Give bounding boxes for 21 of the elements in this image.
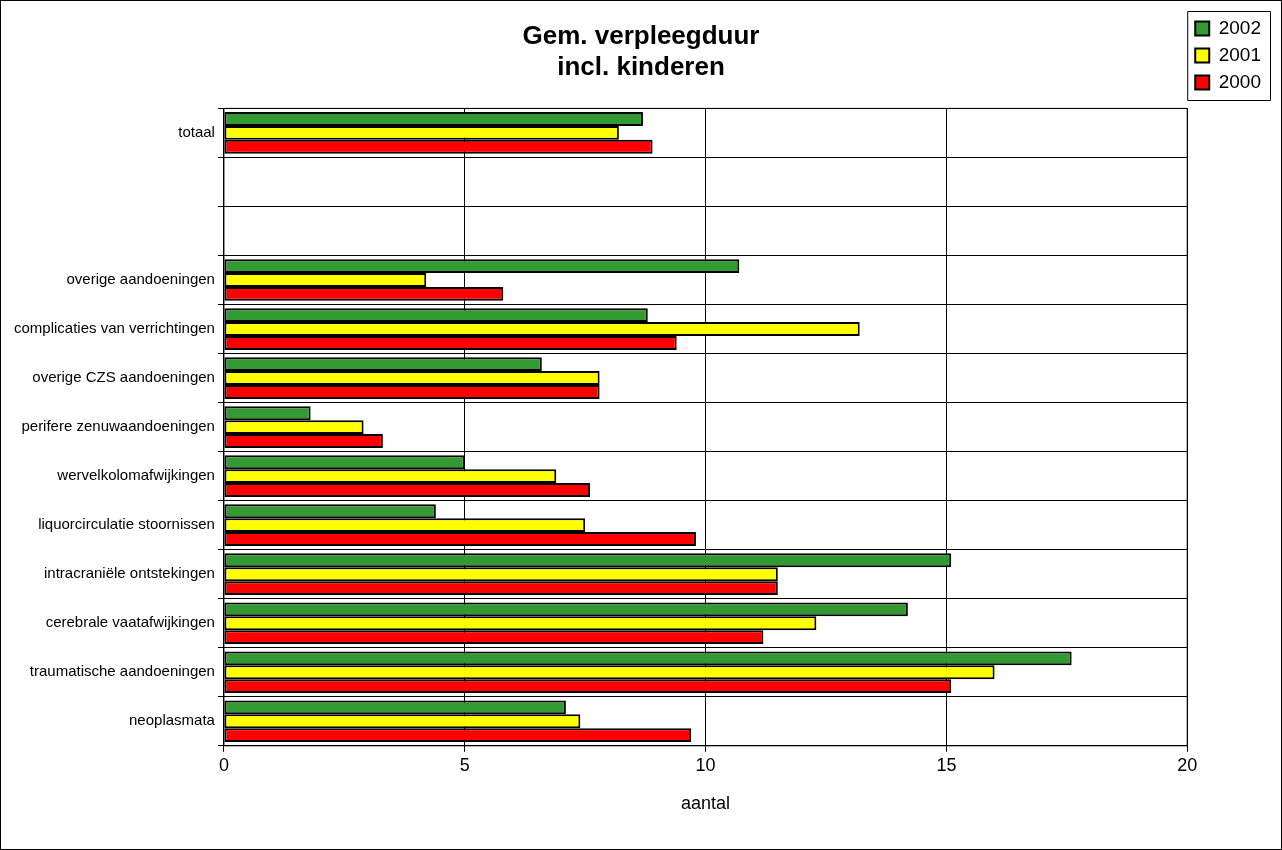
y-tick-label: overige aandoeningen — [66, 270, 215, 288]
y-tick-label: traumatische aandoeningen — [29, 662, 215, 680]
x-tick-label: 5 — [459, 754, 470, 775]
legend-label: 2001 — [1218, 43, 1262, 65]
x-axis-title: aantal — [681, 793, 731, 814]
x-tick-label: 0 — [218, 754, 229, 775]
y-tick-label: cerebrale vaatafwijkingen — [45, 613, 215, 631]
chart-title: Gem. verpleegduur incl. kinderen — [522, 19, 760, 81]
y-tick-label: wervelkolomafwijkingen — [56, 466, 215, 484]
y-tick-label: neoplasmata — [129, 711, 216, 729]
y-tick-label: complicaties van verrichtingen — [13, 319, 215, 337]
y-tick-label: perifere zenuwaandoeningen — [21, 417, 215, 435]
legend-label: 2000 — [1218, 70, 1262, 92]
x-tick-label: 10 — [695, 754, 716, 775]
x-tick-label: 20 — [1177, 754, 1198, 775]
y-tick-label: overige CZS aandoeningen — [32, 368, 215, 386]
x-tick-label: 15 — [936, 754, 957, 775]
legend-label: 2002 — [1218, 16, 1262, 38]
y-tick-label: liquorcirculatie stoornissen — [38, 515, 215, 533]
y-tick-label: totaal — [178, 123, 215, 141]
y-tick-label: intracraniële ontstekingen — [43, 564, 215, 582]
